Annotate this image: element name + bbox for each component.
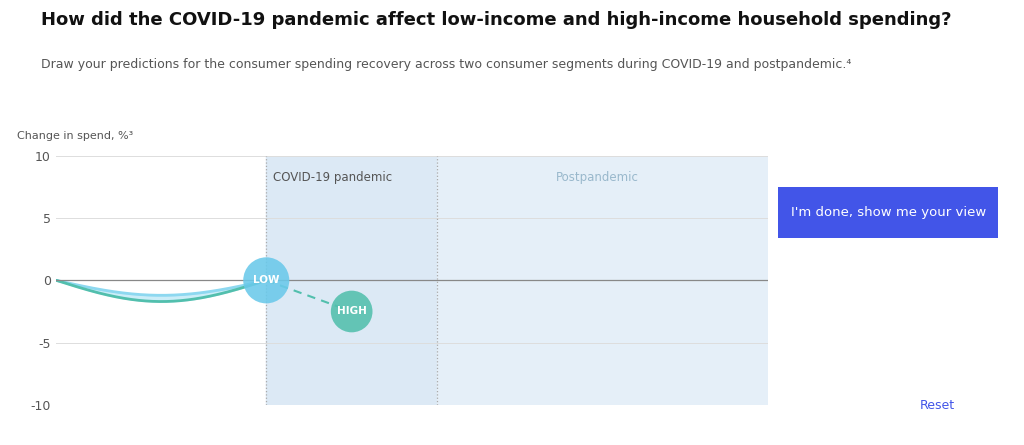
Text: How did the COVID-19 pandemic affect low-income and high-income household spendi: How did the COVID-19 pandemic affect low… <box>41 11 951 29</box>
Text: Reset: Reset <box>920 399 954 412</box>
Point <box>258 277 274 284</box>
Text: Draw your predictions for the consumer spending recovery across two consumer seg: Draw your predictions for the consumer s… <box>41 58 851 71</box>
Text: Change in spend, %³: Change in spend, %³ <box>17 131 133 141</box>
Text: I'm done, show me your view: I'm done, show me your view <box>791 206 986 219</box>
Text: COVID-19 pandemic: COVID-19 pandemic <box>273 171 392 184</box>
Bar <box>437 156 768 405</box>
Text: LOW: LOW <box>253 275 280 285</box>
Bar <box>266 156 437 405</box>
Text: Postpandemic: Postpandemic <box>556 171 639 184</box>
Text: HIGH: HIGH <box>337 307 367 316</box>
Point <box>343 308 359 315</box>
